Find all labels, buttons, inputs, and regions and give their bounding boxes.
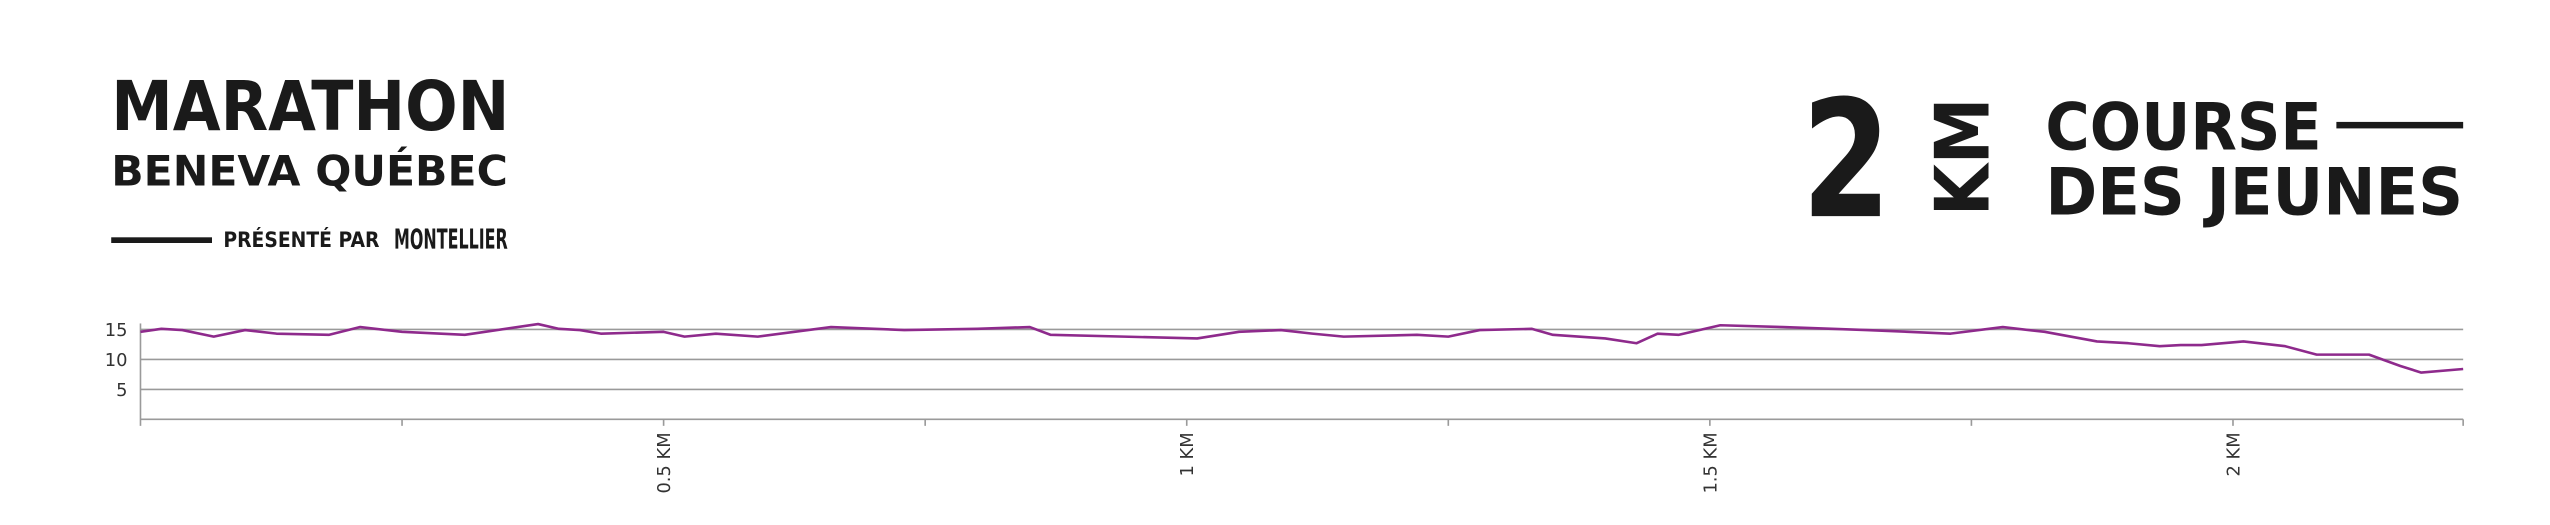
- x-tick-label: 1.5 KM: [1700, 432, 1721, 493]
- x-tick-label: 1 KM: [1177, 432, 1198, 476]
- x-tick-label: 2 KM: [2223, 432, 2244, 476]
- x-tick-label: 0.5 KM: [654, 432, 675, 493]
- race-line: [2336, 121, 2464, 129]
- distance-unit: KM: [1920, 98, 2007, 217]
- divider: [111, 237, 212, 243]
- sponsor-logo: MONTELLIER: [394, 223, 508, 256]
- y-tick-label: 15: [105, 320, 128, 341]
- y-tick-label: 10: [105, 350, 128, 371]
- elevation-line: [140, 322, 2464, 374]
- distance: 2: [1802, 66, 1891, 255]
- presented-by: PRÉSENTÉ PAR: [223, 227, 379, 252]
- subtitle: BENEVA QUÉBEC: [111, 145, 508, 195]
- race-name: COURSE: [2045, 91, 2321, 166]
- race-name: DES JEUNES: [2045, 156, 2463, 231]
- title: MARATHON: [111, 68, 509, 147]
- y-tick-label: 5: [116, 380, 127, 401]
